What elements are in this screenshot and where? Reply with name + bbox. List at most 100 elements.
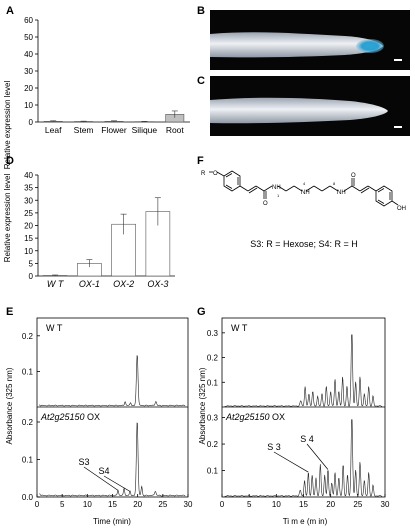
- root-image-stained: [210, 10, 410, 70]
- x-tick-label: 15: [299, 500, 308, 509]
- structure-r: R: [201, 171, 206, 177]
- panel-e-ylabel: Absorbance (325 nm): [5, 367, 14, 444]
- x-tick-label: 15: [108, 500, 117, 509]
- x-tick-label: 30: [381, 500, 390, 509]
- ox-label: At2g25150 OX: [225, 412, 285, 422]
- peak-label: S 4: [300, 434, 314, 444]
- ox-gene-name: At2g25150: [225, 412, 270, 422]
- y-tick-label: 10: [24, 101, 33, 110]
- y-tick-label: 60: [24, 16, 33, 25]
- y-tick-label: 40: [24, 50, 33, 59]
- panel-g: G Absorbance (325 nm) 0.3 0.2 0.1 0.3 0.2 0.1…: [197, 306, 390, 526]
- x-tick-label: 10: [272, 500, 281, 509]
- x-category-label: OX-2: [113, 279, 134, 289]
- panel-b-letter: B: [197, 5, 205, 17]
- y-tick-label: 0.1: [22, 456, 34, 465]
- x-tick-label: 20: [326, 500, 335, 509]
- y-tick-label: 0.1: [207, 378, 219, 387]
- panel-f: F: [197, 155, 406, 249]
- x-tick-label: 5: [60, 500, 65, 509]
- peak-callout-line: [103, 475, 131, 492]
- wt-trace: [39, 355, 186, 407]
- x-tick-label: 0: [35, 500, 40, 509]
- atom-number-4: 4: [303, 181, 306, 186]
- panel-d-chart: 0 5 10 15 20 25 30 35 40 W T OX-1 OX-2 OX-3: [24, 171, 175, 289]
- y-tick-label: 0.3: [207, 414, 219, 423]
- x-tick-label: 25: [158, 500, 167, 509]
- x-category-label: OX-1: [79, 279, 100, 289]
- structure-o-amide-left: O: [263, 201, 268, 207]
- peak-callout-line: [306, 443, 329, 470]
- y-tick-label: 0.2: [22, 332, 34, 341]
- panel-g-xlabel: Ti m e (m in): [283, 517, 328, 526]
- atom-number-1: 1: [277, 193, 280, 198]
- panel-a-ylabel: Relative expression level: [3, 81, 12, 170]
- structure-o-left: O: [213, 171, 218, 177]
- plot-frame: [36, 317, 189, 498]
- y-tick-label: 0.0: [22, 493, 34, 502]
- x-tick-label: 30: [184, 500, 193, 509]
- y-tick-label: 0: [29, 118, 34, 127]
- panel-c: C: [197, 75, 410, 136]
- structure-oh: OH: [397, 206, 406, 212]
- panel-g-ylabel: Absorbance (325 nm): [198, 367, 207, 444]
- panel-d-letter: D: [6, 155, 14, 167]
- panel-c-letter: C: [197, 75, 205, 87]
- y-tick-label: 30: [24, 67, 33, 76]
- y-tick-label: 0.1: [207, 467, 219, 476]
- y-tick-label: 0.2: [207, 440, 219, 449]
- root-image-control: [210, 76, 410, 136]
- ox-suffix: OX: [85, 412, 101, 422]
- ox-suffix: OX: [270, 412, 286, 422]
- panel-b: B: [197, 5, 410, 70]
- x-category-label: Leaf: [45, 125, 62, 135]
- structure-nh-3: NH: [337, 190, 346, 196]
- y-tick-label: 50: [24, 33, 33, 42]
- panel-e: E Absorbance (325 nm) 0.2 0.1 0.2 0.1 0.00 5 1…: [5, 306, 193, 526]
- y-tick-label: 40: [24, 171, 33, 180]
- panel-g-chart: 0.3 0.2 0.1 0.3 0.2 0.1 0 5 10 15 20 25 30 W T At2g251…: [207, 317, 390, 509]
- y-tick-label: 15: [24, 234, 33, 243]
- peak-callout-line: [83, 466, 119, 491]
- atom-number-8: 8: [333, 181, 336, 186]
- y-tick-label: 30: [24, 196, 33, 205]
- peak-label: S3: [78, 457, 89, 467]
- ox-trace: [224, 419, 383, 497]
- structure-nh-2: NH: [301, 190, 310, 196]
- panel-g-letter: G: [197, 306, 206, 318]
- peak-callout-line: [273, 451, 309, 473]
- panel-f-letter: F: [197, 155, 204, 167]
- y-tick-label: 35: [24, 184, 33, 193]
- y-tick-label: 0.2: [22, 418, 34, 427]
- x-category-label: Flower: [101, 125, 127, 135]
- x-category-label: Silique: [132, 125, 158, 135]
- peak-label: S 3: [267, 442, 281, 452]
- wt-label: W T: [46, 323, 63, 333]
- x-tick-label: 0: [220, 500, 225, 509]
- y-tick-label: 5: [29, 259, 34, 268]
- wt-trace: [224, 334, 383, 407]
- x-tick-label: 10: [83, 500, 92, 509]
- structure-caption: S3: R = Hexose; S4: R = H: [250, 239, 358, 249]
- panel-a-letter: A: [6, 5, 14, 17]
- peak-label: S4: [98, 466, 109, 476]
- x-category-label: W T: [47, 279, 65, 289]
- y-tick-label: 20: [24, 84, 33, 93]
- wt-label: W T: [231, 323, 248, 333]
- y-tick-label: 0.2: [207, 354, 219, 363]
- x-tick-label: 20: [133, 500, 142, 509]
- panel-a: A Relative expression level 0 10 20 30 40 50 6…: [3, 5, 190, 169]
- y-tick-label: 20: [24, 222, 33, 231]
- structure-atoms: R O O NH NH NH O OH 1 4 8: [201, 171, 406, 212]
- x-category-label: OX-3: [147, 279, 168, 289]
- y-tick-label: 25: [24, 209, 33, 218]
- panel-a-chart: 0 10 20 30 40 50 60 Leaf Stem Flower Silique Root: [24, 16, 190, 135]
- x-category-label: Root: [166, 125, 185, 135]
- chemical-structure: [209, 170, 399, 207]
- panel-d-ylabel: Relative expression level: [3, 174, 12, 263]
- ox-label: At2g25150 OX: [40, 412, 100, 422]
- panel-e-chart: 0.2 0.1 0.2 0.1 0.00 5 10 15 20 25 30 W T At2g25150 …: [22, 317, 193, 509]
- structure-o-amide-right: O: [351, 173, 356, 179]
- ox-trace: [39, 422, 186, 497]
